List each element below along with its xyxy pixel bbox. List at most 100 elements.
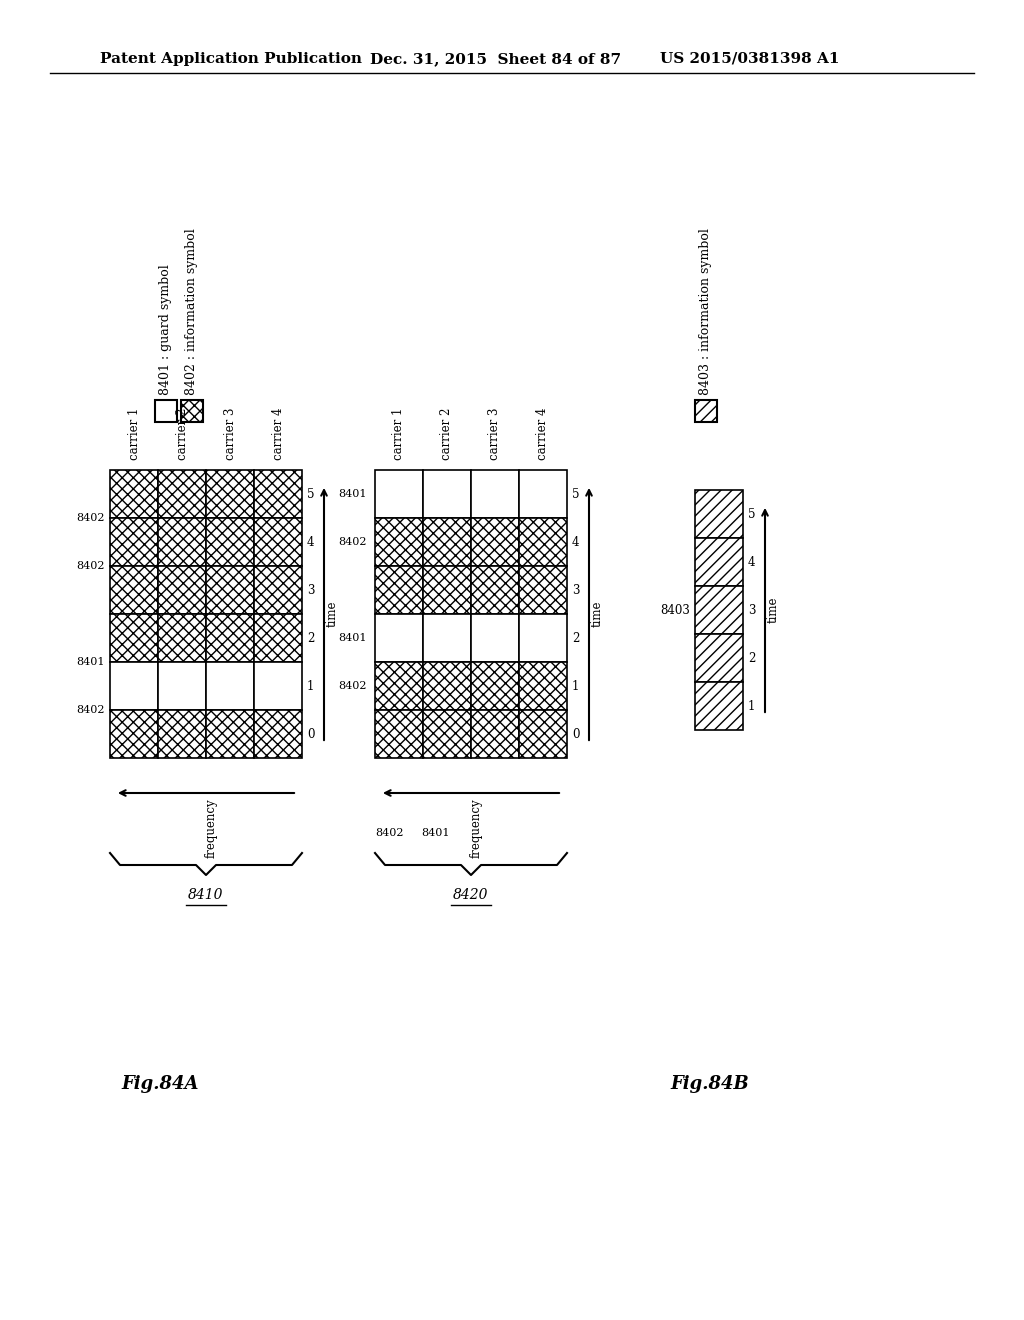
Bar	[375, 710, 423, 758]
Text: 4: 4	[748, 556, 756, 569]
Bar	[375, 470, 423, 517]
Text: carrier 4: carrier 4	[537, 408, 550, 459]
Bar	[519, 614, 567, 663]
Bar	[254, 470, 302, 517]
Bar	[158, 470, 206, 517]
Bar	[254, 517, 302, 566]
Text: carrier 1: carrier 1	[128, 408, 140, 459]
Text: frequency: frequency	[469, 799, 482, 858]
Text: 5: 5	[748, 507, 756, 520]
Text: 8402: 8402	[339, 537, 367, 546]
Bar	[423, 566, 471, 614]
Bar	[695, 682, 743, 730]
Bar	[519, 470, 567, 517]
Text: 0: 0	[572, 727, 580, 741]
Bar	[254, 614, 302, 663]
Bar	[110, 566, 158, 614]
Bar	[471, 663, 519, 710]
Bar	[206, 663, 254, 710]
Bar	[519, 517, 567, 566]
Bar	[471, 517, 519, 566]
Text: Patent Application Publication: Patent Application Publication	[100, 51, 362, 66]
Bar	[206, 566, 254, 614]
Text: Fig.84A: Fig.84A	[121, 1074, 199, 1093]
Bar	[254, 566, 302, 614]
Text: 8402: 8402	[339, 681, 367, 690]
Text: 4: 4	[307, 536, 314, 549]
Text: time: time	[767, 597, 780, 623]
Text: 8420: 8420	[454, 888, 488, 902]
Bar	[158, 663, 206, 710]
Bar	[695, 539, 743, 586]
Text: 8410: 8410	[188, 888, 224, 902]
Text: 8402 : information symbol: 8402 : information symbol	[185, 228, 199, 395]
Bar	[471, 614, 519, 663]
Text: carrier 3: carrier 3	[223, 408, 237, 459]
Bar	[471, 566, 519, 614]
Text: carrier 1: carrier 1	[392, 408, 406, 459]
Bar	[519, 663, 567, 710]
Text: 5: 5	[307, 487, 314, 500]
Text: 1: 1	[307, 680, 314, 693]
Text: 8401: 8401	[77, 657, 105, 667]
Text: 8401: 8401	[339, 488, 367, 499]
Bar	[695, 400, 717, 422]
Bar	[158, 614, 206, 663]
Bar	[519, 710, 567, 758]
Bar	[206, 470, 254, 517]
Text: 8402: 8402	[376, 828, 404, 838]
Text: 8401 : guard symbol: 8401 : guard symbol	[160, 264, 172, 395]
Bar	[110, 614, 158, 663]
Text: 2: 2	[307, 631, 314, 644]
Bar	[471, 470, 519, 517]
Text: 5: 5	[572, 487, 580, 500]
Text: Dec. 31, 2015  Sheet 84 of 87: Dec. 31, 2015 Sheet 84 of 87	[370, 51, 622, 66]
Text: 4: 4	[572, 536, 580, 549]
Text: 8402: 8402	[77, 513, 105, 523]
Bar	[158, 710, 206, 758]
Bar	[110, 663, 158, 710]
Bar	[110, 517, 158, 566]
Bar	[423, 517, 471, 566]
Bar	[423, 663, 471, 710]
Bar	[158, 566, 206, 614]
Bar	[471, 710, 519, 758]
Bar	[158, 517, 206, 566]
Text: 8402: 8402	[77, 561, 105, 572]
Text: carrier 4: carrier 4	[271, 408, 285, 459]
Text: 3: 3	[307, 583, 314, 597]
Text: carrier 2: carrier 2	[440, 408, 454, 459]
Text: 8401: 8401	[339, 634, 367, 643]
Text: 8403: 8403	[660, 603, 690, 616]
Bar	[423, 470, 471, 517]
Text: 1: 1	[748, 700, 756, 713]
Bar	[423, 614, 471, 663]
Bar	[254, 663, 302, 710]
Bar	[375, 566, 423, 614]
Bar	[375, 663, 423, 710]
Bar	[375, 614, 423, 663]
Bar	[375, 517, 423, 566]
Bar	[695, 490, 743, 539]
Bar	[110, 710, 158, 758]
Bar	[206, 710, 254, 758]
Text: 3: 3	[748, 603, 756, 616]
Bar	[181, 400, 203, 422]
Bar	[423, 710, 471, 758]
Bar	[695, 634, 743, 682]
Bar	[254, 710, 302, 758]
Text: frequency: frequency	[205, 799, 217, 858]
Bar	[155, 400, 177, 422]
Text: 3: 3	[572, 583, 580, 597]
Text: Fig.84B: Fig.84B	[671, 1074, 750, 1093]
Text: 1: 1	[572, 680, 580, 693]
Bar	[206, 614, 254, 663]
Text: 2: 2	[572, 631, 580, 644]
Bar	[695, 586, 743, 634]
Text: 8403 : information symbol: 8403 : information symbol	[699, 228, 713, 395]
Text: US 2015/0381398 A1: US 2015/0381398 A1	[660, 51, 840, 66]
Text: carrier 2: carrier 2	[175, 408, 188, 459]
Bar	[206, 517, 254, 566]
Text: time: time	[326, 601, 339, 627]
Text: 0: 0	[307, 727, 314, 741]
